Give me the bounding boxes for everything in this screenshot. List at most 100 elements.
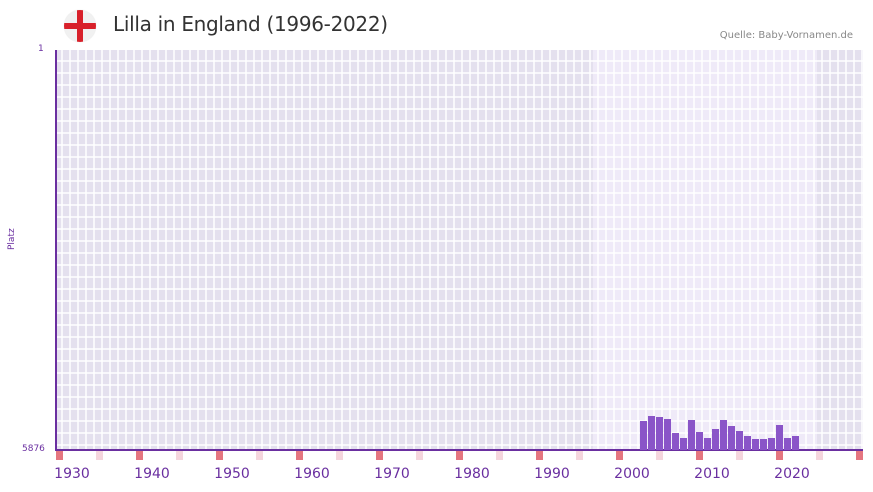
grid-line [325,50,327,450]
grid-line [229,50,231,450]
grid-line [637,50,639,450]
grid-line [517,50,519,450]
background-band [817,50,863,450]
x-tick-label: 1970 [374,466,410,482]
bar-2006[interactable] [680,438,687,450]
grid-line [861,50,863,450]
x-tick-label: 1990 [534,466,570,482]
grid-line [157,50,159,450]
bar-2001[interactable] [640,420,647,450]
grid-line [141,50,143,450]
grid-line [597,50,599,450]
bar-2002[interactable] [648,415,655,450]
grid-line [133,50,135,450]
grid-line [55,108,863,110]
bar-2016[interactable] [760,438,767,450]
background-band [55,50,593,450]
year-marker [776,451,783,460]
grid-line [117,50,119,450]
y-axis-title: Platz [7,228,17,250]
x-tick-label: 1950 [214,466,250,482]
bar-2003[interactable] [656,416,663,450]
grid-line [813,50,815,450]
bar-2012[interactable] [728,425,735,450]
grid-line [55,252,863,254]
x-tick-label: 1940 [134,466,170,482]
x-tick-label: 1930 [54,466,90,482]
grid-line [469,50,471,450]
y-axis-line [55,50,57,451]
grid-line [477,50,479,450]
grid-line [413,50,415,450]
grid-line [781,50,783,450]
bar-2011[interactable] [720,419,727,450]
grid-line [55,444,863,446]
grid-line [101,50,103,450]
grid-line [55,372,863,374]
grid-line [685,50,687,450]
grid-line [55,300,863,302]
bar-2007[interactable] [688,419,695,450]
grid-line [669,50,671,450]
bar-2017[interactable] [768,438,775,450]
bar-2009[interactable] [704,438,711,450]
grid-line [709,50,711,450]
grid-line [605,50,607,450]
bar-2014[interactable] [744,435,751,450]
x-tick-label: 2000 [614,466,650,482]
bar-2013[interactable] [736,431,743,450]
grid-line [565,50,567,450]
year-marker [816,451,823,460]
grid-line [55,132,863,134]
year-marker [416,451,423,460]
bar-2010[interactable] [712,428,719,450]
year-marker [656,451,663,460]
grid-line [789,50,791,450]
grid-line [525,50,527,450]
bar-2008[interactable] [696,431,703,450]
year-marker [56,451,63,460]
grid-line [173,50,175,450]
grid-line [149,50,151,450]
grid-line [55,144,863,146]
grid-line [109,50,111,450]
year-marker [256,451,263,460]
bar-2005[interactable] [672,432,679,450]
bar-2004[interactable] [664,418,671,450]
grid-line [389,50,391,450]
grid-line [55,396,863,398]
grid-line [189,50,191,450]
grid-line [317,50,319,450]
year-marker [696,451,703,460]
grid-line [301,50,303,450]
grid-line [197,50,199,450]
grid-line [701,50,703,450]
grid-line [55,420,863,422]
bar-2019[interactable] [784,438,791,450]
grid-line [55,216,863,218]
grid-line [485,50,487,450]
year-marker [496,451,503,460]
grid-line [245,50,247,450]
grid-line [349,50,351,450]
bar-2018[interactable] [776,425,783,450]
grid-line [309,50,311,450]
grid-line [285,50,287,450]
grid-line [829,50,831,450]
grid-line [589,50,591,450]
grid-line [125,50,127,450]
y-axis-bottom-label: 5876 [22,444,45,454]
bar-2015[interactable] [752,438,759,450]
bar-2020[interactable] [792,435,799,450]
grid-line [165,50,167,450]
year-marker [856,451,863,460]
grid-line [693,50,695,450]
grid-line [405,50,407,450]
chart-title: Lilla in England (1996-2022) [113,12,388,36]
grid-line [621,50,623,450]
grid-line [61,50,63,450]
grid-line [69,50,71,450]
grid-line [261,50,263,450]
grid-line [205,50,207,450]
x-tick-label: 1960 [294,466,330,482]
